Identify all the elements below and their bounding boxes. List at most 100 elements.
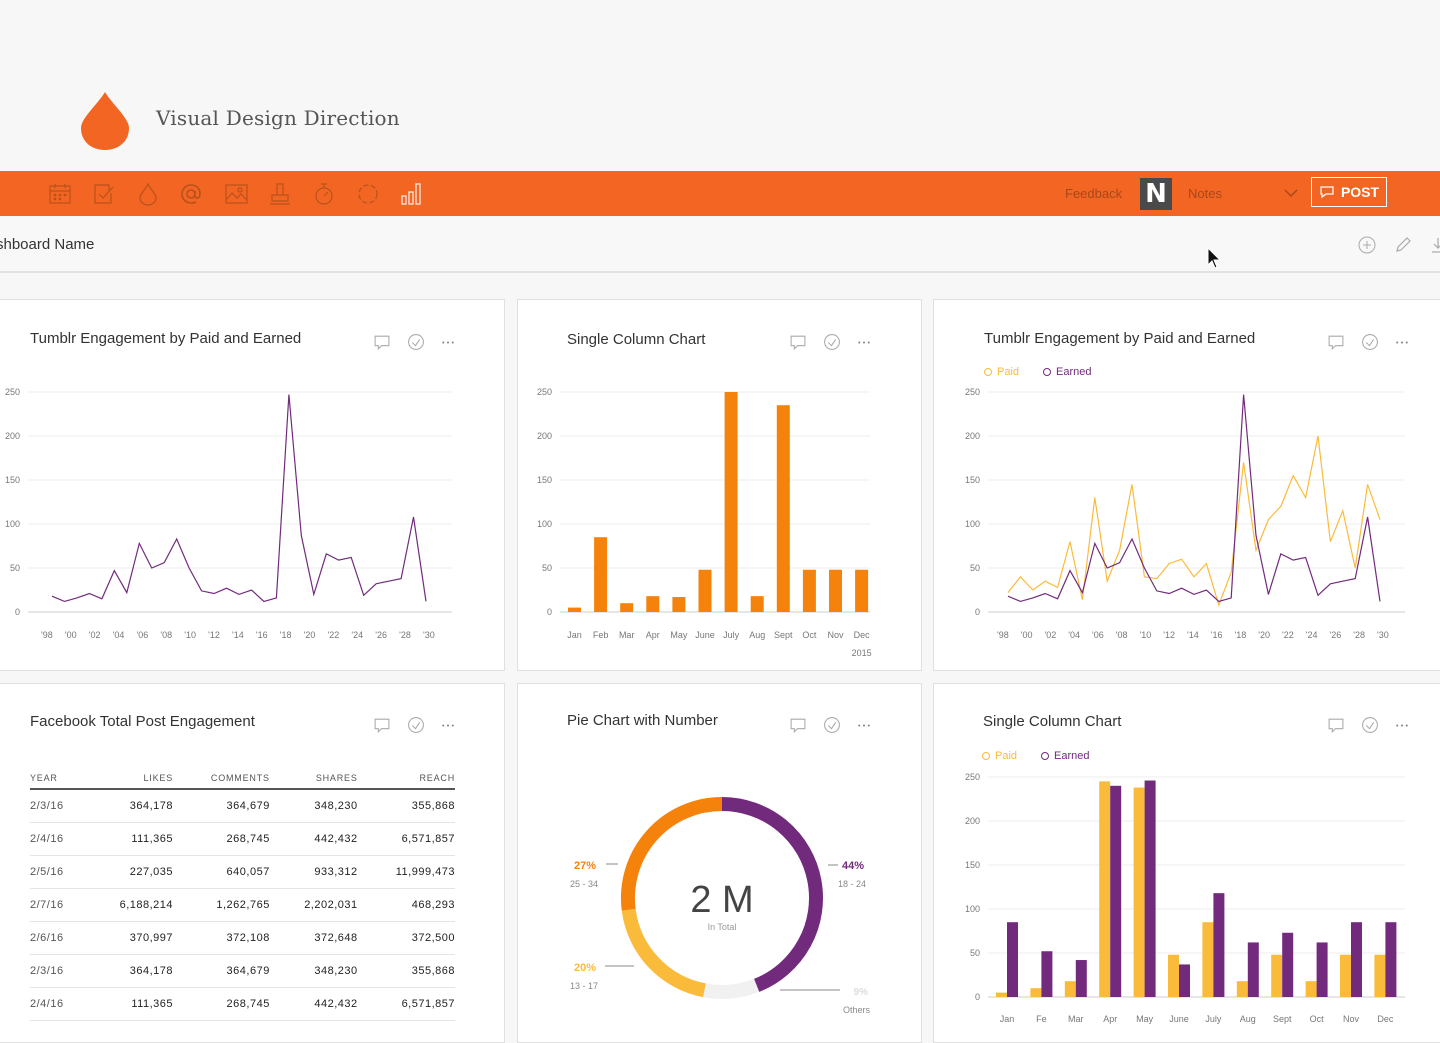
card-title: Tumblr Engagement by Paid and Earned: [984, 330, 1255, 347]
stamp-icon[interactable]: [265, 179, 295, 209]
timer-icon[interactable]: [309, 179, 339, 209]
table-cell: 348,230: [270, 789, 358, 823]
x-tick-label: Sept: [1273, 1014, 1292, 1024]
column-header[interactable]: LIKES: [85, 768, 173, 789]
bar-paid: [1168, 955, 1179, 997]
more-icon[interactable]: [1393, 333, 1411, 351]
x-tick-label: Fe: [1036, 1014, 1047, 1024]
x-tick-label: '04: [1068, 630, 1080, 640]
x-tick-label: Aug: [749, 630, 765, 640]
table-cell: 372,500: [358, 922, 455, 955]
x-tick-label: May: [1136, 1014, 1154, 1024]
legend-paid[interactable]: Paid: [984, 366, 1019, 378]
comment-icon[interactable]: [1327, 333, 1345, 351]
series-line-earned: [52, 395, 426, 602]
main-toolbar: [0, 171, 1440, 216]
check-icon[interactable]: [823, 333, 841, 351]
legend-earned[interactable]: Earned: [1041, 750, 1089, 762]
post-button[interactable]: POST: [1311, 177, 1387, 207]
more-icon[interactable]: [439, 716, 457, 734]
legend-earned[interactable]: Earned: [1043, 366, 1091, 378]
table-row[interactable]: 2/7/16 6,188,214 1,262,765 2,202,031 468,293: [30, 889, 455, 922]
bar-paid: [1306, 981, 1317, 997]
table-cell: 6,188,214: [85, 889, 173, 922]
y-tick-label: 250: [5, 387, 20, 397]
x-tick-label: '02: [89, 630, 101, 640]
table-row[interactable]: 2/4/16 111,365 268,745 442,432 6,571,857: [30, 823, 455, 856]
slice-pct: 44%: [842, 860, 864, 872]
bar-paid: [1271, 955, 1282, 997]
center-label: In Total: [708, 922, 737, 932]
table-row[interactable]: 2/3/16 364,178 364,679 348,230 355,868: [30, 789, 455, 823]
x-tick-label: '08: [160, 630, 172, 640]
more-icon[interactable]: [439, 333, 457, 351]
column-header[interactable]: COMMENTS: [173, 768, 270, 789]
feedback-link[interactable]: Feedback: [1065, 186, 1122, 201]
add-icon[interactable]: [1357, 235, 1377, 255]
legend-paid[interactable]: Paid: [982, 750, 1017, 762]
bar-earned: [1317, 942, 1328, 997]
drop-icon[interactable]: [133, 179, 163, 209]
image-icon[interactable]: [221, 179, 251, 209]
legend-dot: [1043, 368, 1051, 376]
more-icon[interactable]: [1393, 716, 1411, 734]
comment-icon[interactable]: [373, 333, 391, 351]
series-line-paid: [1008, 436, 1380, 605]
download-icon[interactable]: [1428, 235, 1440, 255]
comment-icon[interactable]: [1327, 716, 1345, 734]
comment-icon[interactable]: [789, 716, 807, 734]
x-tick-label: Feb: [593, 630, 609, 640]
bar-chart-icon[interactable]: [397, 179, 427, 209]
x-tick-label: '00: [65, 630, 77, 640]
task-icon[interactable]: [89, 179, 119, 209]
chevron-down-icon[interactable]: [1282, 184, 1300, 202]
table-row[interactable]: 2/6/16 370,997 372,108 372,648 372,500: [30, 922, 455, 955]
n-badge[interactable]: N: [1140, 178, 1172, 210]
check-icon[interactable]: [823, 716, 841, 734]
comment-icon[interactable]: [373, 716, 391, 734]
check-icon[interactable]: [407, 333, 425, 351]
table-row[interactable]: 2/5/16 227,035 640,057 933,312 11,999,473: [30, 856, 455, 889]
bar: [672, 597, 685, 612]
table-row[interactable]: 2/3/16 364,178 364,679 348,230 355,868: [30, 955, 455, 988]
legend-label: Earned: [1056, 366, 1091, 378]
table-row[interactable]: 2/4/16 111,365 268,745 442,432 6,571,857: [30, 988, 455, 1021]
column-header[interactable]: SHARES: [270, 768, 358, 789]
donut-slice: [629, 910, 705, 991]
column-header[interactable]: REACH: [358, 768, 455, 789]
table-cell: 372,648: [270, 922, 358, 955]
legend-dot: [982, 752, 990, 760]
calendar-icon[interactable]: [45, 179, 75, 209]
bar: [829, 570, 842, 612]
notes-dropdown[interactable]: Notes: [1188, 186, 1222, 201]
dashboard-name[interactable]: shboard Name: [0, 236, 94, 253]
comment-icon[interactable]: [789, 333, 807, 351]
y-tick-label: 250: [965, 387, 980, 397]
table-cell: 442,432: [270, 823, 358, 856]
bar-chart-1: 050100150200250Jan Feb Mar Apr May June July Au…: [530, 380, 910, 662]
check-icon[interactable]: [407, 716, 425, 734]
table-cell: 355,868: [358, 789, 455, 823]
bar-earned: [1248, 942, 1259, 997]
slice-pct: 27%: [574, 860, 596, 872]
y-tick-label: 100: [5, 519, 20, 529]
more-icon[interactable]: [855, 716, 873, 734]
y-tick-label: 50: [10, 563, 20, 573]
bar-earned: [1282, 933, 1293, 997]
pencil-icon[interactable]: [1393, 235, 1413, 255]
check-icon[interactable]: [1361, 716, 1379, 734]
table-cell: 2/6/16: [30, 922, 85, 955]
column-header[interactable]: YEAR: [30, 768, 85, 789]
x-tick-label: '26: [375, 630, 387, 640]
slice-pct: 9%: [854, 987, 869, 998]
refresh-icon[interactable]: [353, 179, 383, 209]
x-tick-label: '18: [280, 630, 292, 640]
table-cell: 6,571,857: [358, 823, 455, 856]
legend-label: Earned: [1054, 750, 1089, 762]
x-tick-label: Aug: [1240, 1014, 1256, 1024]
more-icon[interactable]: [855, 333, 873, 351]
legend-dot: [984, 368, 992, 376]
at-icon[interactable]: [176, 179, 206, 209]
check-icon[interactable]: [1361, 333, 1379, 351]
bar-earned: [1076, 960, 1087, 997]
